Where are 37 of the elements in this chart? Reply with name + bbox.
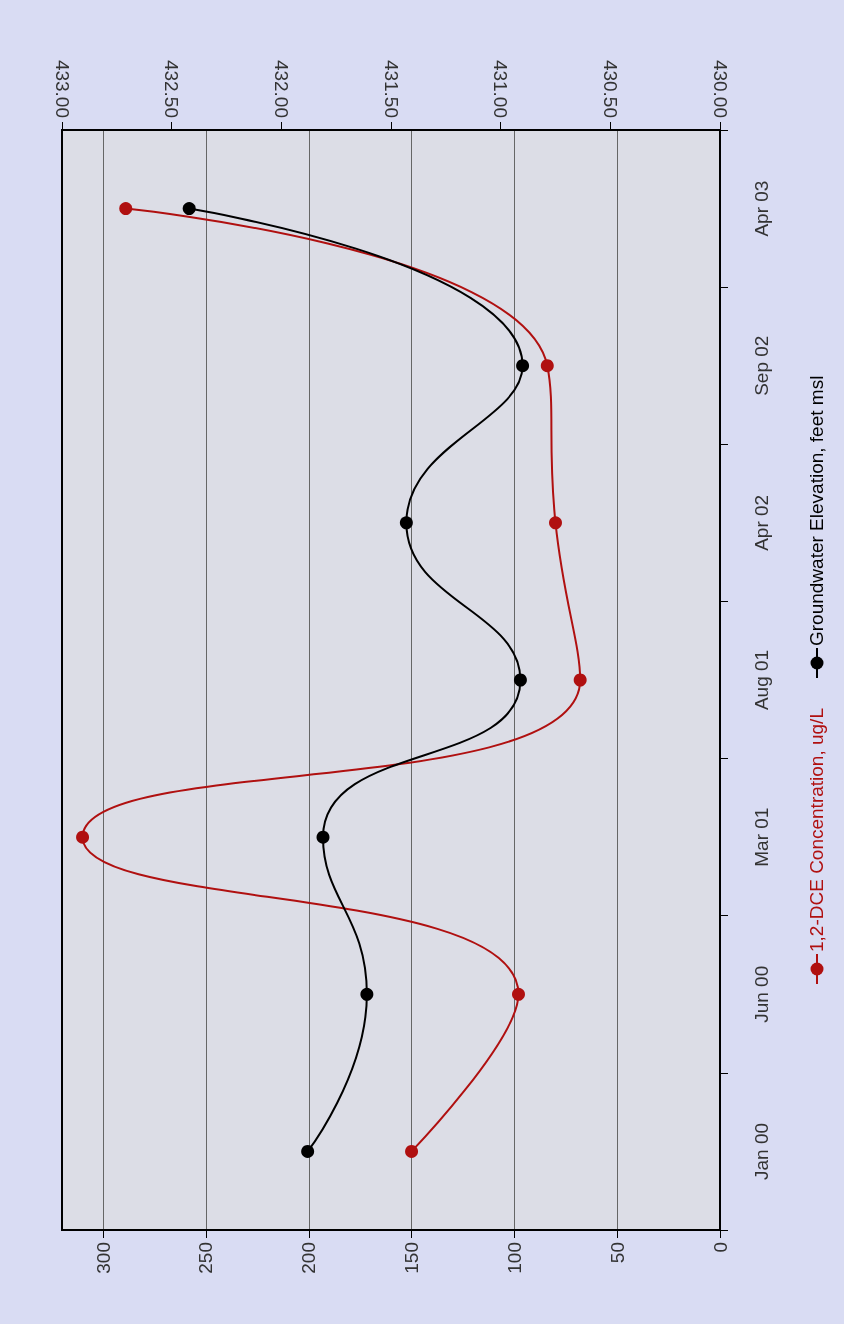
x-tick-label: 0 [709,1242,731,1253]
y-tick-label: Jun 00 [751,965,772,1023]
y-tick-label: Apr 02 [751,494,772,551]
x2-tick-label: 430.50 [599,59,621,118]
x-tick-label: 200 [298,1242,320,1274]
x-tick-label: 50 [606,1242,628,1264]
text: Groundwater Elevation, feet msl [806,375,828,647]
y-tick-label: Aug 01 [751,649,772,711]
x2-tick-label: 433.00 [51,59,73,118]
point [360,987,374,1001]
y-tick-label: Sep 02 [751,335,772,396]
point [119,202,133,216]
y-tick-label: Apr 03 [751,180,772,237]
x-tick-label: 100 [503,1242,525,1274]
point [405,1144,419,1158]
point [512,987,525,1001]
point [301,1144,315,1158]
point [516,359,530,373]
x-tick-label: 150 [401,1242,423,1274]
x-tick-label: 300 [92,1242,114,1274]
y-tick-label: Mar 01 [751,807,772,867]
x-tick-label: 250 [195,1242,217,1274]
point [573,673,587,687]
y-tick-label: Jan 00 [751,1122,772,1180]
x2-tick-label: 430.00 [709,59,731,118]
x2-tick-label: 432.50 [161,59,183,118]
point [182,202,196,216]
point [316,830,330,844]
x2-tick-label: 431.00 [490,59,512,118]
text: 1,2-DCE Concentration, ug/L [806,708,828,953]
point [399,516,413,530]
x2-tick-label: 432.00 [270,59,292,118]
x2-tick-label: 431.50 [380,59,402,118]
point [540,359,554,373]
point [549,516,562,530]
point [513,673,527,687]
point [76,830,90,844]
